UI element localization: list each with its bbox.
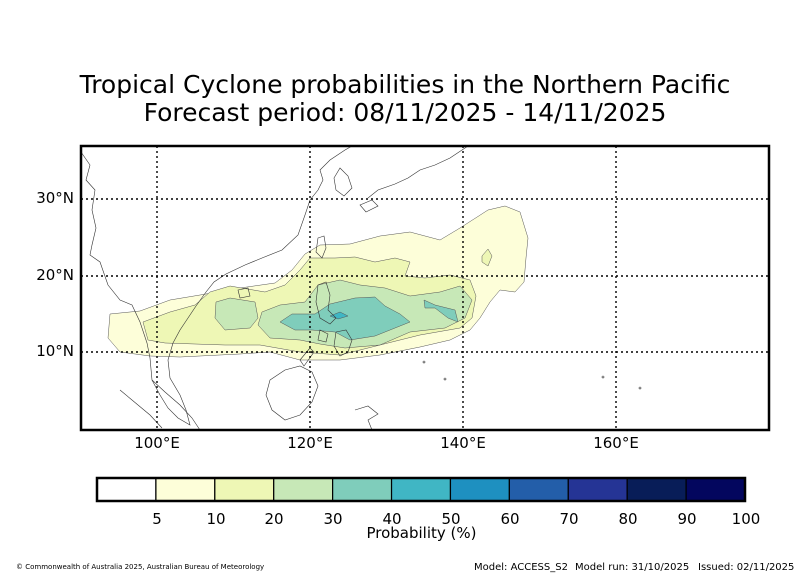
contour-40-50 [329, 311, 349, 320]
model-name: Model: ACCESS_S2 [474, 562, 568, 573]
colorbar-tick-20: 20 [264, 510, 284, 528]
colorbar-swatch [96, 477, 157, 502]
map-frame [79, 144, 771, 432]
issued-date: Issued: 02/11/2025 [698, 562, 795, 573]
colorbar-tick-5: 5 [152, 510, 162, 528]
colorbar-tick-70: 70 [559, 510, 579, 528]
lat-label-10n: 10°N [36, 342, 74, 360]
colorbar-tick-90: 90 [677, 510, 697, 528]
colorbar-tick-60: 60 [500, 510, 520, 528]
colorbar-swatch [332, 477, 393, 502]
contour-island [481, 248, 493, 267]
colorbar-swatch [214, 477, 275, 502]
colorbar-swatch [685, 477, 746, 502]
model-run-date: Model run: 31/10/2025 [575, 562, 690, 573]
lat-label-30n: 30°N [36, 189, 74, 207]
colorbar [96, 477, 746, 502]
probability-contours [107, 205, 529, 361]
colorbar-swatch [390, 477, 452, 502]
lon-label-140e: 140°E [440, 434, 486, 452]
colorbar-tick-80: 80 [618, 510, 638, 528]
colorbar-swatch [273, 477, 334, 502]
copyright-notice: © Commonwealth of Australia 2025, Austra… [16, 563, 265, 571]
lon-label-160e: 160°E [593, 434, 639, 452]
colorbar-swatch [508, 477, 569, 502]
contour-30-40 [279, 296, 459, 341]
lat-label-20n: 20°N [36, 266, 74, 284]
colorbar-tick-50: 50 [441, 510, 461, 528]
title-line-2: Forecast period: 08/11/2025 - 14/11/2025 [143, 98, 667, 127]
coastlines [81, 146, 642, 430]
colorbar-label: Probability (%) [366, 524, 477, 542]
colorbar-swatch [155, 477, 216, 502]
colorbar-frame [95, 476, 747, 503]
colorbar-tick-100: 100 [731, 510, 761, 528]
lon-label-100e: 100°E [134, 434, 180, 452]
colorbar-tick-30: 30 [323, 510, 343, 528]
gridlines [81, 146, 769, 430]
colorbar-tick-10: 10 [206, 510, 226, 528]
colorbar-swatch [567, 477, 628, 502]
colorbar-tick-40: 40 [382, 510, 402, 528]
colorbar-swatch [449, 477, 510, 502]
title-line-1: Tropical Cyclone probabilities in the No… [79, 70, 731, 99]
lon-label-120e: 120°E [287, 434, 333, 452]
colorbar-swatch [626, 477, 687, 502]
